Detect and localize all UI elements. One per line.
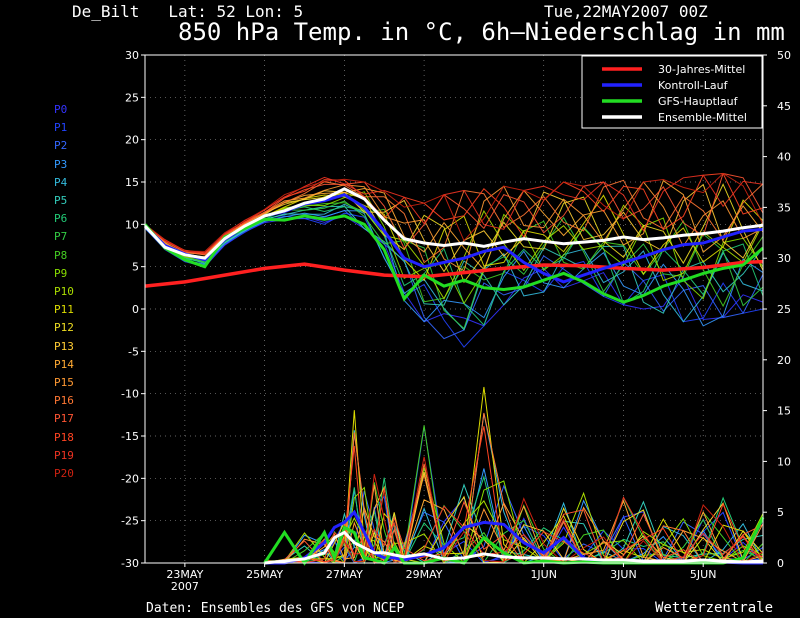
left-tick-label: -5 bbox=[128, 345, 139, 358]
left-tick-label: 0 bbox=[132, 303, 139, 316]
data-source-label: Daten: Ensembles des GFS von NCEP bbox=[146, 601, 405, 616]
series-legend: 30-Jahres-Mittel Kontroll-Lauf GFS-Hauptla… bbox=[581, 55, 763, 129]
x-tick-label: 25MAY bbox=[246, 568, 283, 581]
x-tick-label: 1JUN bbox=[530, 568, 557, 581]
right-tick-label: 20 bbox=[777, 354, 791, 367]
right-tick-label: 50 bbox=[777, 49, 791, 62]
right-axis: 0 5 10 15 20 25 30 35 40 45 50 bbox=[763, 49, 791, 570]
x-tick-label: 5JUN bbox=[690, 568, 717, 581]
member-label: P4 bbox=[54, 175, 68, 189]
left-tick-label: -15 bbox=[121, 430, 139, 443]
member-line bbox=[144, 172, 764, 254]
left-tick-label: -10 bbox=[121, 388, 139, 401]
series-line-2 bbox=[143, 214, 764, 304]
member-line bbox=[144, 212, 764, 348]
member-label: P3 bbox=[54, 157, 68, 171]
right-tick-label: 5 bbox=[777, 506, 784, 519]
member-precip-line bbox=[264, 484, 764, 564]
member-label: P9 bbox=[54, 266, 68, 280]
member-label: P18 bbox=[54, 430, 74, 444]
station-label: De_Bilt Lat: 52 Lon: 5 bbox=[72, 2, 304, 21]
right-tick-label: 25 bbox=[777, 303, 791, 316]
right-tick-label: 35 bbox=[777, 201, 791, 214]
member-label: P14 bbox=[54, 357, 74, 371]
member-label: P15 bbox=[54, 376, 74, 390]
grid-lines bbox=[145, 54, 763, 564]
member-label: P17 bbox=[54, 412, 74, 426]
member-label: P2 bbox=[54, 139, 68, 153]
chart-title: 850 hPa Temp. in °C, 6h–Niederschlag in … bbox=[178, 18, 785, 46]
member-label: P13 bbox=[54, 339, 74, 353]
left-tick-label: 15 bbox=[125, 176, 139, 189]
member-label: P19 bbox=[54, 448, 74, 462]
right-tick-label: 15 bbox=[777, 405, 791, 418]
member-label: P5 bbox=[54, 194, 68, 208]
member-label: P0 bbox=[54, 103, 68, 116]
left-tick-label: 25 bbox=[125, 91, 139, 104]
series-line-3 bbox=[143, 187, 764, 260]
member-label: P10 bbox=[54, 285, 74, 299]
member-legend: P0 P1 P2 P3 P4 P5 P6 P7 P8 P9 P10 P11 P12 P13 P14 P15 P1… bbox=[54, 101, 74, 483]
member-label: P20 bbox=[54, 467, 74, 481]
member-line bbox=[144, 172, 764, 253]
member-label: P8 bbox=[54, 248, 68, 262]
legend-label: GFS-Hauptlauf bbox=[658, 95, 739, 108]
left-tick-label: 10 bbox=[125, 218, 139, 231]
series-line-0 bbox=[144, 259, 764, 288]
x-tick-year: 2007 bbox=[171, 580, 199, 593]
member-label: P6 bbox=[54, 212, 68, 226]
right-tick-label: 30 bbox=[777, 252, 791, 265]
member-precip-line bbox=[264, 412, 764, 564]
legend-label: Kontroll-Lauf bbox=[658, 79, 729, 92]
left-tick-label: 30 bbox=[125, 49, 139, 62]
member-label: P7 bbox=[54, 230, 68, 244]
right-tick-label: 10 bbox=[777, 455, 791, 468]
member-label: P1 bbox=[54, 121, 68, 135]
legend-label: 30-Jahres-Mittel bbox=[658, 63, 745, 76]
left-tick-label: -25 bbox=[121, 515, 139, 528]
right-tick-label: 45 bbox=[777, 100, 791, 113]
run-time-label: Tue,22MAY2007 00Z bbox=[544, 2, 708, 21]
left-tick-label: -30 bbox=[121, 557, 139, 570]
x-tick-label: 23MAY bbox=[166, 568, 203, 581]
member-label: P12 bbox=[54, 321, 74, 335]
member-precip-line bbox=[264, 474, 764, 565]
right-tick-label: 0 bbox=[777, 557, 784, 570]
right-tick-label: 40 bbox=[777, 151, 791, 164]
member-label: P16 bbox=[54, 394, 74, 408]
left-tick-label: 5 bbox=[132, 261, 139, 274]
precipitation-lines bbox=[263, 386, 765, 566]
left-tick-label: 20 bbox=[125, 134, 139, 147]
temperature-series bbox=[143, 187, 764, 304]
left-tick-label: -20 bbox=[121, 472, 139, 485]
member-label: P11 bbox=[54, 303, 74, 317]
left-axis: -30 -25 -20 -15 -10 -5 0 5 10 15 20 25 30 bbox=[121, 49, 145, 570]
mean-precip-line bbox=[264, 530, 764, 565]
member-line bbox=[144, 181, 764, 272]
member-precip-line bbox=[264, 426, 764, 563]
x-tick-label: 29MAY bbox=[406, 568, 443, 581]
legend-label: Ensemble-Mittel bbox=[658, 111, 747, 124]
x-tick-label: 3JUN bbox=[610, 568, 637, 581]
x-tick-label: 27MAY bbox=[326, 568, 363, 581]
brand-label: Wetterzentrale bbox=[655, 600, 774, 616]
